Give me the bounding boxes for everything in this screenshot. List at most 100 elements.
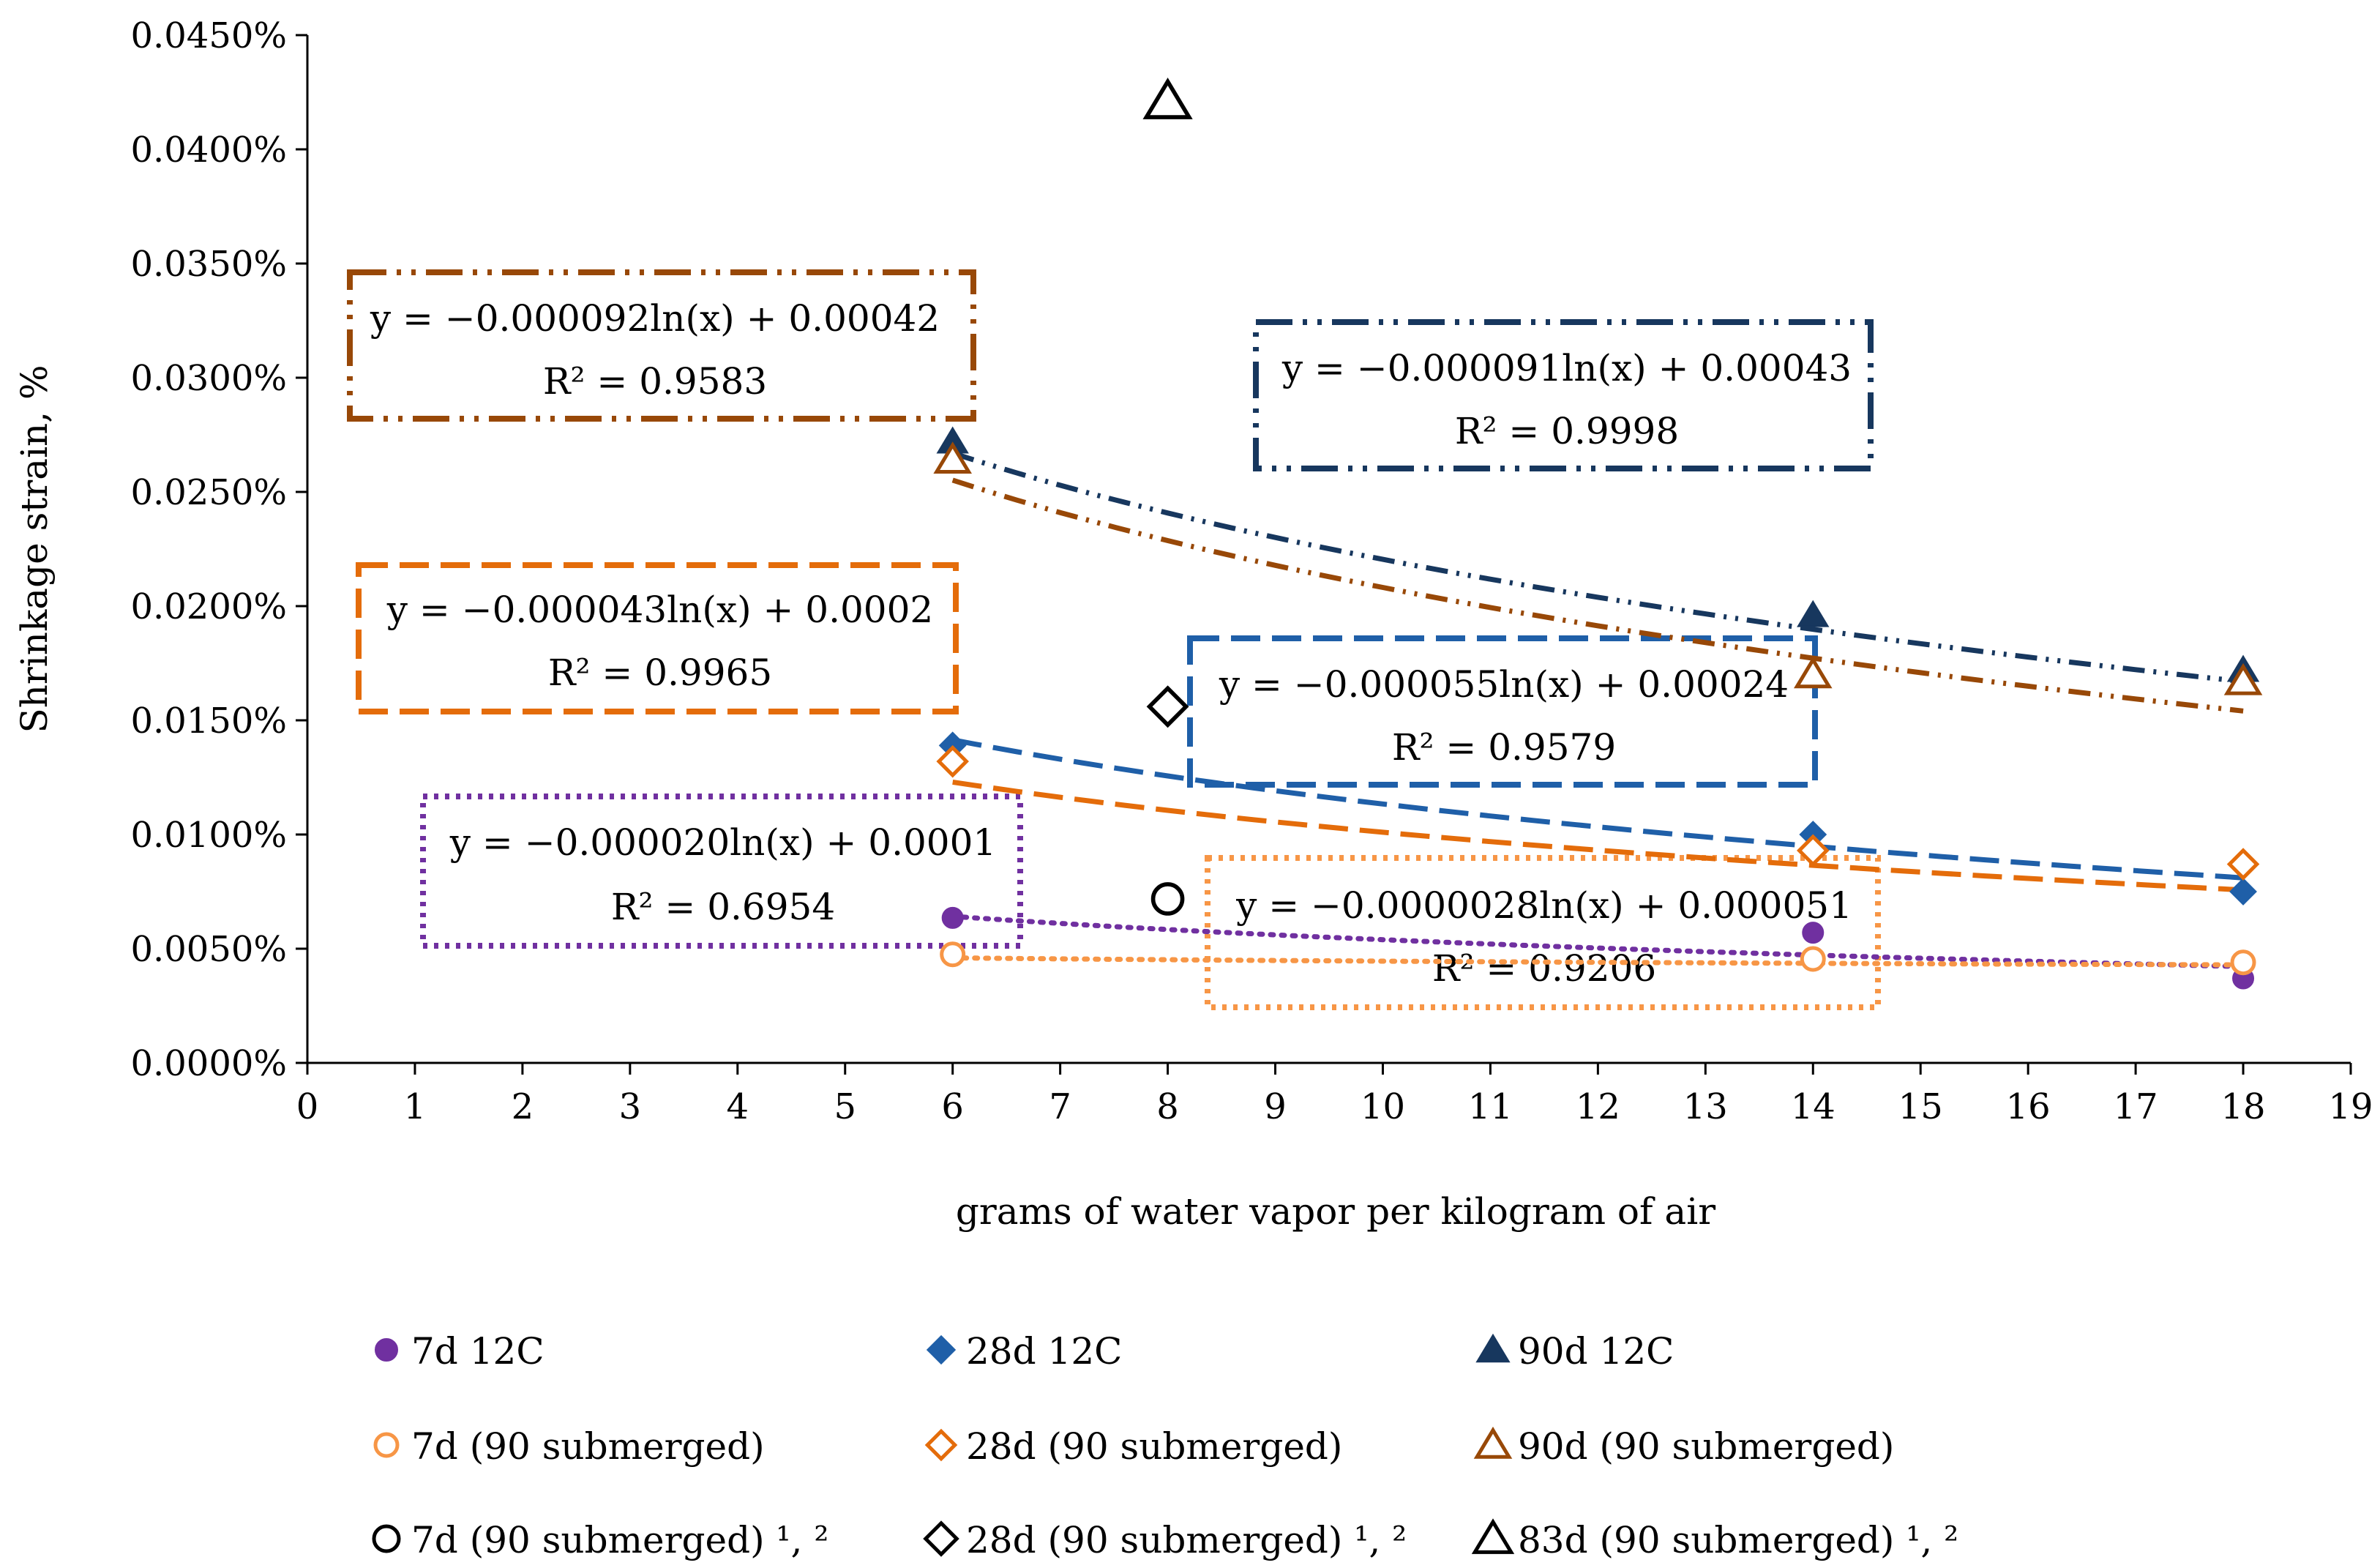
trendline-equation: y = −0.000043ln(x) + 0.0002 (386, 589, 933, 631)
trendline-equation: y = −0.000055ln(x) + 0.00024 (1219, 663, 1789, 706)
legend-label: 7d (90 submerged) ¹, ² (411, 1519, 828, 1561)
y-tick-label: 0.0000% (130, 1043, 287, 1084)
y-tick-label: 0.0150% (130, 701, 287, 742)
x-tick-label: 8 (1156, 1086, 1179, 1127)
x-tick-label: 12 (1576, 1086, 1620, 1127)
x-axis-ticks: 0 1 2 3 4 5 6 7 8 9 10 11 12 13 14 15 16 17 18 19 (296, 1063, 2373, 1127)
x-tick-label: 17 (2114, 1086, 2158, 1127)
legend-label: 28d (90 submerged) ¹, ² (966, 1519, 1407, 1561)
legend-marker-s28dsub (924, 1428, 958, 1462)
x-tick-label: 4 (727, 1086, 749, 1127)
legend: 7d 12C 28d 12C 90d 12C 7d (90 submerged) 28d… (372, 1330, 1958, 1561)
legend-entry-s90dsub: 90d (90 submerged) (1473, 1425, 1894, 1468)
legend-marker-s83dsub12 (1471, 1518, 1515, 1554)
data-point-s7dsub (2230, 949, 2256, 976)
legend-marker-s28dsub12 (923, 1520, 959, 1557)
x-tick-label: 10 (1361, 1086, 1405, 1127)
legend-marker-s90dsub (1473, 1426, 1513, 1459)
trendline-equation: y = −0.000020ln(x) + 0.0001 (449, 821, 996, 864)
x-tick-label: 7 (1049, 1086, 1071, 1127)
y-tick-label: 0.0350% (130, 244, 287, 285)
data-point-s7dsub12 (1150, 882, 1185, 916)
y-axis-ticks: 0.0000% 0.0050% 0.0100% 0.0150% 0.0200% 0.025… (130, 15, 307, 1084)
trendline-equation: y = −0.0000028ln(x) + 0.000051 (1235, 884, 1852, 927)
legend-entry-s83dsub12: 83d (90 submerged) ¹, ² (1471, 1518, 1958, 1561)
series-s90dsub (933, 441, 2263, 695)
trendline-r2: R² = 0.9998 (1455, 410, 1679, 452)
data-point-s28dsub12 (1146, 685, 1189, 728)
equation-box-border (356, 562, 959, 714)
series-s28dsub (936, 744, 2260, 881)
equation-box-border (420, 794, 1023, 949)
equation-box-eq90dsub: y = −0.000092ln(x) + 0.00042 R² = 0.9583 (347, 269, 976, 422)
trendlines (950, 450, 2246, 969)
data-point-s90dsub (933, 441, 972, 474)
y-tick-label: 0.0200% (130, 586, 287, 627)
x-tick-label: 15 (1898, 1086, 1943, 1127)
equation-box-eq90d12: y = −0.000091ln(x) + 0.00043 R² = 0.9998 (1253, 319, 1874, 471)
x-axis-label: grams of water vapor per kilogram of air (956, 1190, 1715, 1233)
trendline-r2: R² = 0.9583 (543, 360, 767, 403)
legend-label: 7d 12C (411, 1330, 545, 1373)
series-s83dsub12 (1142, 78, 1193, 119)
y-tick-label: 0.0250% (130, 472, 287, 513)
data-point-s7dsub (1800, 946, 1826, 972)
data-point-s28dsub (2226, 848, 2260, 881)
trendline-r2: R² = 0.9579 (1392, 726, 1616, 769)
equation-box-eq28d12: y = −0.000055ln(x) + 0.00024 R² = 0.9579 (1187, 635, 1818, 788)
legend-entry-s28d12: 28d 12C (926, 1330, 1122, 1373)
data-point-s90dsub (2223, 662, 2263, 695)
x-tick-label: 1 (404, 1086, 427, 1127)
y-tick-label: 0.0400% (130, 130, 287, 171)
trendline-s7dsub (950, 955, 2246, 968)
legend-entry-s28dsub12: 28d (90 submerged) ¹, ² (923, 1519, 1407, 1561)
legend-marker-s7d12 (375, 1338, 398, 1362)
data-point-s83dsub12 (1142, 78, 1193, 119)
y-axis-label: Shrinkage strain, % (13, 365, 56, 733)
x-tick-label: 13 (1683, 1086, 1728, 1127)
y-tick-label: 0.0450% (130, 15, 287, 56)
series-s28dsub12 (1146, 685, 1189, 728)
legend-label: 90d (90 submerged) (1518, 1425, 1894, 1468)
x-tick-label: 11 (1468, 1086, 1513, 1127)
x-tick-label: 19 (2328, 1086, 2373, 1127)
equation-box-border (1253, 319, 1874, 471)
legend-label: 28d (90 submerged) (966, 1425, 1342, 1468)
series-s90d12 (936, 426, 2260, 682)
trendline-s90dsub (951, 477, 2244, 714)
x-tick-label: 2 (512, 1086, 534, 1127)
legend-marker-s7dsub12 (372, 1524, 401, 1553)
trendline-s28d12 (952, 737, 2244, 881)
legend-marker-s7dsub (373, 1432, 400, 1458)
data-point-s28d12 (2229, 878, 2257, 906)
x-tick-label: 6 (941, 1086, 964, 1127)
x-tick-label: 0 (296, 1086, 319, 1127)
data-point-s7d12 (941, 906, 964, 929)
trendline-r2: R² = 0.9965 (548, 652, 772, 694)
legend-entry-s7dsub: 7d (90 submerged) (373, 1425, 765, 1468)
x-tick-label: 16 (2006, 1086, 2051, 1127)
data-point-s28dsub (936, 744, 969, 778)
trendline-s28dsub (952, 779, 2244, 893)
equation-box-border (347, 269, 976, 422)
legend-entry-s7dsub12: 7d (90 submerged) ¹, ² (372, 1519, 828, 1561)
equation-box-border (1187, 635, 1818, 788)
series-s7dsub12 (1150, 882, 1185, 916)
data-point-s28dsub (1796, 834, 1830, 867)
legend-label: 83d (90 submerged) ¹, ² (1518, 1519, 1958, 1561)
legend-entry-s90d12: 90d 12C (1475, 1330, 1674, 1373)
y-tick-label: 0.0100% (130, 815, 287, 856)
equation-box-eq28dsub: y = −0.000043ln(x) + 0.0002 R² = 0.9965 (356, 562, 959, 714)
axes: 0.0000% 0.0050% 0.0100% 0.0150% 0.0200% 0.025… (13, 15, 2373, 1233)
series-s7dsub (940, 941, 2256, 976)
legend-label: 7d (90 submerged) (411, 1425, 765, 1468)
x-tick-label: 5 (834, 1086, 856, 1127)
trendline-s90d12 (951, 450, 2244, 684)
equation-box-eq7d12: y = −0.000020ln(x) + 0.0001 R² = 0.6954 (420, 794, 1023, 949)
equation-box-border (1205, 855, 1881, 1010)
legend-label: 28d 12C (966, 1330, 1122, 1373)
equation-box-eq7dsub: y = −0.0000028ln(x) + 0.000051 R² = 0.920… (1205, 855, 1881, 1010)
legend-marker-s90d12 (1475, 1333, 1511, 1363)
series-s7d12 (941, 906, 2255, 990)
